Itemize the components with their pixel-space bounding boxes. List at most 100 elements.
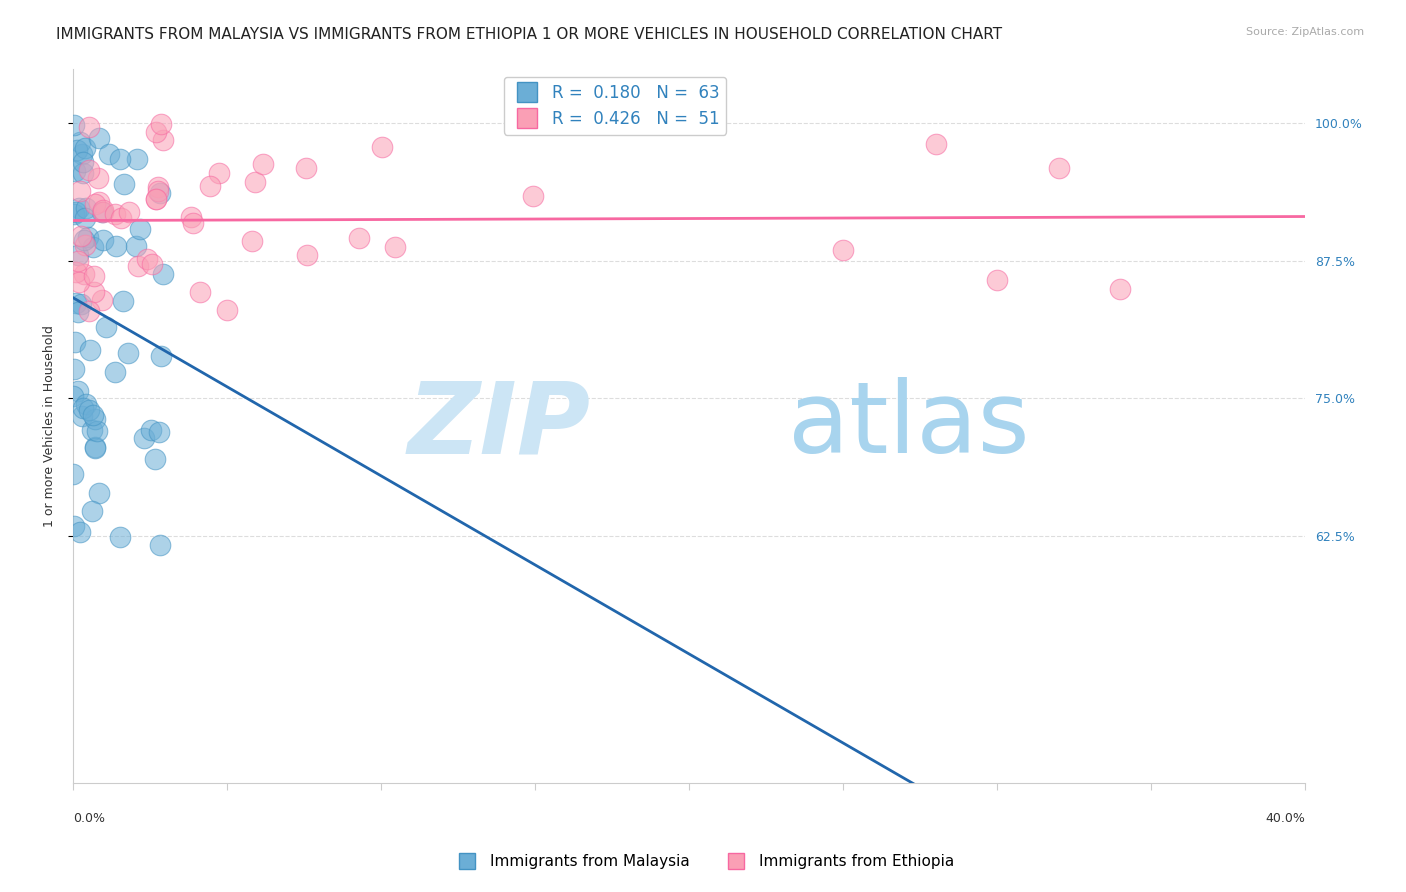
Point bbox=[104, 365, 127, 379]
Point bbox=[215, 302, 238, 317]
Point bbox=[104, 238, 127, 252]
Point bbox=[180, 210, 202, 224]
Point bbox=[79, 343, 101, 357]
Point bbox=[924, 136, 946, 151]
Point bbox=[72, 155, 94, 169]
Point bbox=[66, 143, 89, 157]
Point bbox=[297, 248, 319, 262]
Point bbox=[63, 335, 86, 350]
Point bbox=[75, 397, 97, 411]
Point bbox=[83, 441, 105, 455]
Point bbox=[117, 345, 139, 359]
Point bbox=[148, 184, 170, 198]
Point bbox=[129, 222, 152, 236]
Point bbox=[146, 180, 169, 194]
Point bbox=[148, 425, 170, 439]
Point bbox=[69, 135, 91, 149]
Point bbox=[63, 118, 86, 132]
Point bbox=[145, 192, 167, 206]
Point bbox=[150, 118, 173, 132]
Point bbox=[67, 275, 90, 289]
Point bbox=[69, 525, 91, 540]
Point bbox=[86, 424, 108, 438]
Y-axis label: 1 or more Vehicles in Household: 1 or more Vehicles in Household bbox=[44, 325, 56, 526]
Point bbox=[65, 295, 87, 310]
Point bbox=[245, 175, 267, 189]
Point bbox=[62, 389, 84, 403]
Point bbox=[80, 504, 103, 518]
Point bbox=[1047, 161, 1070, 175]
Point bbox=[69, 297, 91, 311]
Legend: R =  0.180   N =  63, R =  0.426   N =  51: R = 0.180 N = 63, R = 0.426 N = 51 bbox=[503, 77, 727, 135]
Point bbox=[371, 140, 394, 154]
Point bbox=[1109, 282, 1132, 296]
Point bbox=[96, 320, 118, 334]
Point bbox=[522, 188, 544, 202]
Point bbox=[349, 231, 371, 245]
Point bbox=[384, 240, 406, 254]
Text: Source: ZipAtlas.com: Source: ZipAtlas.com bbox=[1246, 27, 1364, 37]
Point bbox=[91, 233, 114, 247]
Point bbox=[70, 409, 93, 423]
Point bbox=[82, 240, 104, 254]
Point bbox=[87, 195, 110, 210]
Point bbox=[73, 211, 96, 226]
Point bbox=[127, 259, 149, 273]
Point bbox=[91, 205, 114, 219]
Point bbox=[117, 205, 139, 219]
Point bbox=[62, 467, 84, 482]
Point bbox=[84, 412, 107, 426]
Point bbox=[66, 305, 89, 319]
Point bbox=[149, 186, 172, 200]
Point bbox=[63, 518, 86, 533]
Point bbox=[108, 530, 131, 544]
Point bbox=[91, 204, 114, 219]
Point bbox=[127, 152, 149, 166]
Text: IMMIGRANTS FROM MALAYSIA VS IMMIGRANTS FROM ETHIOPIA 1 OR MORE VEHICLES IN HOUSE: IMMIGRANTS FROM MALAYSIA VS IMMIGRANTS F… bbox=[56, 27, 1002, 42]
Point bbox=[84, 197, 107, 211]
Point bbox=[72, 401, 94, 415]
Point bbox=[112, 177, 135, 191]
Point bbox=[79, 163, 101, 178]
Point bbox=[73, 141, 96, 155]
Point bbox=[87, 171, 110, 186]
Point bbox=[110, 211, 132, 225]
Text: 40.0%: 40.0% bbox=[1265, 812, 1305, 824]
Point bbox=[152, 133, 174, 147]
Point bbox=[124, 238, 146, 252]
Text: ZIP: ZIP bbox=[408, 377, 591, 475]
Point bbox=[67, 201, 90, 215]
Point bbox=[73, 238, 96, 252]
Point bbox=[252, 157, 274, 171]
Point bbox=[134, 431, 156, 445]
Point bbox=[72, 268, 94, 282]
Point bbox=[104, 207, 127, 221]
Point bbox=[67, 253, 90, 268]
Point bbox=[143, 451, 166, 466]
Point bbox=[65, 164, 87, 178]
Legend: Immigrants from Malaysia, Immigrants from Ethiopia: Immigrants from Malaysia, Immigrants fro… bbox=[446, 848, 960, 875]
Point bbox=[70, 146, 93, 161]
Point bbox=[65, 204, 87, 219]
Point bbox=[75, 202, 97, 216]
Point bbox=[150, 349, 173, 363]
Point bbox=[82, 409, 104, 423]
Point bbox=[295, 161, 318, 176]
Point bbox=[141, 423, 163, 437]
Point bbox=[63, 207, 86, 221]
Point bbox=[188, 285, 211, 299]
Point bbox=[77, 229, 100, 244]
Point bbox=[240, 234, 263, 248]
Point bbox=[832, 243, 855, 257]
Point bbox=[986, 273, 1008, 287]
Point bbox=[149, 538, 172, 552]
Text: atlas: atlas bbox=[787, 377, 1029, 475]
Point bbox=[77, 303, 100, 318]
Point bbox=[145, 192, 167, 206]
Point bbox=[152, 267, 174, 281]
Point bbox=[73, 233, 96, 247]
Point bbox=[98, 146, 121, 161]
Point bbox=[65, 265, 87, 279]
Point bbox=[145, 125, 167, 139]
Point bbox=[84, 440, 107, 454]
